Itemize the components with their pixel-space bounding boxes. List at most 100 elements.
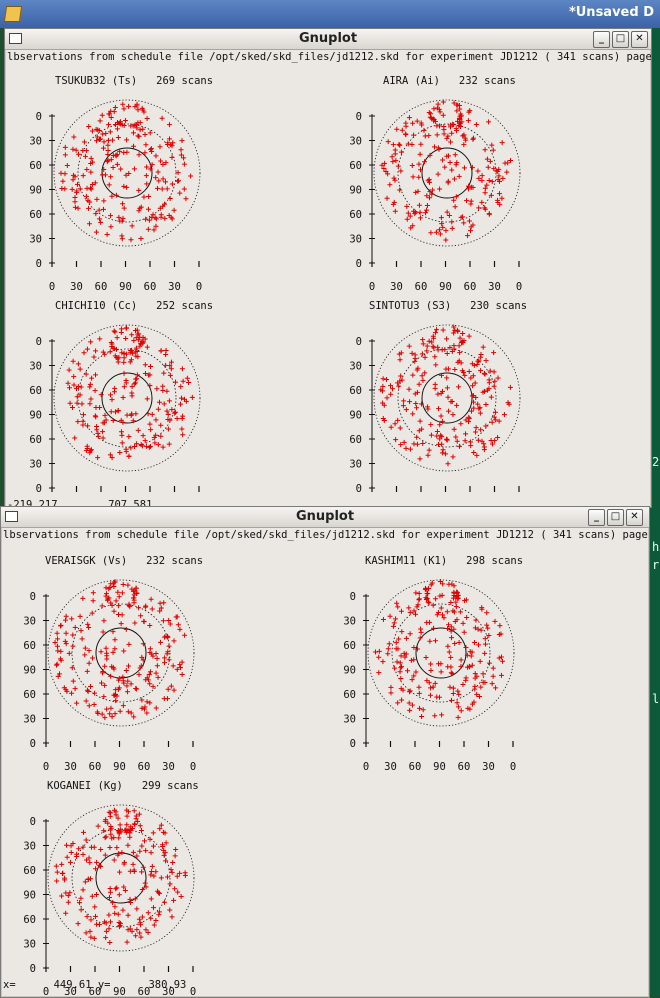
x-tick-label: 0: [190, 761, 196, 773]
y-tick-label: 30: [29, 361, 42, 373]
gnuplot-window-page-1[interactable]: Gnuplot _ □ ✕ lbservations from schedule…: [4, 28, 652, 508]
y-tick-label: 30: [349, 459, 362, 471]
observation-points: [379, 99, 514, 243]
background-window-title: *Unsaved D: [568, 5, 654, 20]
x-tick-label: 0: [43, 761, 49, 773]
y-tick-label: 30: [23, 616, 36, 628]
y-tick-label: 0: [36, 258, 42, 270]
y-tick-label: 30: [349, 136, 362, 148]
y-tick-label: 60: [349, 434, 362, 446]
window-menu-icon[interactable]: [5, 511, 18, 522]
y-tick-label: 60: [23, 865, 36, 877]
y-tick-label: 30: [343, 714, 356, 726]
horizon-circle: [373, 99, 521, 247]
skyplot: 0 30 60 90 60 30 0 0 30 60 90 60 30 0 KASHIM11 (K1) 2…: [341, 555, 541, 773]
elevation-30-circle: [397, 348, 497, 448]
x-tick-label: 30: [64, 761, 77, 773]
maximize-button[interactable]: □: [612, 31, 629, 48]
observation-points: [378, 324, 513, 467]
x-tick-label: 0: [43, 986, 49, 998]
x-tick-label: 0: [196, 281, 202, 293]
y-tick-label: 0: [350, 591, 356, 603]
close-button[interactable]: ✕: [631, 31, 648, 48]
y-tick-label: 60: [23, 689, 36, 701]
y-tick-label: 90: [349, 185, 362, 197]
background-text-fragment: rg: [652, 558, 660, 572]
y-tick-label: 0: [36, 483, 42, 495]
maximize-button[interactable]: □: [607, 509, 624, 526]
x-tick-label: 60: [138, 986, 151, 998]
x-tick-label: 60: [138, 761, 151, 773]
minimize-button[interactable]: _: [588, 509, 605, 526]
skyplot-title: VERAISGK (Vs) 232 scans: [45, 555, 204, 567]
horizon-circle: [47, 804, 195, 952]
x-tick-label: 30: [162, 761, 175, 773]
y-tick-label: 60: [23, 640, 36, 652]
y-tick-label: 90: [349, 410, 362, 422]
x-tick-label: 90: [113, 761, 126, 773]
window-titlebar[interactable]: Gnuplot _ □ ✕: [5, 29, 651, 50]
observation-points: [52, 579, 188, 721]
x-tick-label: 0: [190, 986, 196, 998]
y-tick-label: 0: [30, 963, 36, 975]
y-tick-label: 60: [343, 640, 356, 652]
elevation-60-circle: [101, 372, 153, 424]
skyplot: 0 30 60 90 60 30 0 0 30 60 90 60 30 0 TSUKUB32 (Ts) 2…: [27, 75, 227, 293]
y-tick-label: 0: [30, 816, 36, 828]
elevation-30-circle: [391, 603, 491, 703]
x-tick-label: 90: [113, 986, 126, 998]
elevation-60-circle: [415, 627, 467, 679]
x-tick-label: 30: [384, 761, 397, 773]
x-tick-label: 0: [510, 761, 516, 773]
window-menu-icon[interactable]: [9, 33, 22, 44]
y-tick-label: 30: [23, 714, 36, 726]
editor-app-icon: [3, 6, 23, 22]
elevation-60-circle: [421, 372, 473, 424]
x-tick-label: 60: [409, 761, 422, 773]
x-tick-label: 30: [390, 281, 403, 293]
minimize-button[interactable]: _: [593, 31, 610, 48]
x-tick-label: 60: [144, 281, 157, 293]
x-tick-label: 90: [433, 761, 446, 773]
y-tick-label: 0: [356, 111, 362, 123]
x-tick-label: 0: [363, 761, 369, 773]
x-tick-label: 0: [369, 281, 375, 293]
elevation-30-circle: [71, 603, 171, 703]
skyplot: 0 30 60 90 60 30 0 0 30 60 90 60 30 0 KOGANEI (Kg) 29…: [21, 780, 221, 997]
window-titlebar[interactable]: Gnuplot _ □ ✕: [1, 507, 649, 528]
x-tick-label: 30: [168, 281, 181, 293]
x-tick-label: 30: [70, 281, 83, 293]
background-window-titlebar[interactable]: *Unsaved D: [0, 0, 660, 28]
observation-points: [58, 101, 194, 243]
gnuplot-window-page-2[interactable]: Gnuplot _ □ ✕ lbservations from schedule…: [0, 506, 650, 998]
observation-points: [65, 325, 195, 461]
skyplot-title: SINTOTU3 (S3) 230 scans: [369, 300, 528, 312]
y-tick-label: 90: [23, 890, 36, 902]
skyplot-title: TSUKUB32 (Ts) 269 scans: [55, 75, 214, 87]
close-button[interactable]: ✕: [626, 509, 643, 526]
y-tick-label: 60: [29, 209, 42, 221]
elevation-60-circle: [421, 147, 473, 199]
x-tick-label: 30: [162, 986, 175, 998]
x-tick-label: 60: [89, 761, 102, 773]
skyplot: 0 30 60 90 60 30 0 0 30 60 90 60 30 0 VERAISGK (Vs) 2…: [21, 555, 221, 773]
y-tick-label: 60: [349, 209, 362, 221]
y-tick-label: 60: [349, 385, 362, 397]
y-tick-label: 30: [349, 234, 362, 246]
y-tick-label: 60: [29, 385, 42, 397]
y-tick-label: 0: [36, 336, 42, 348]
x-tick-label: 60: [415, 281, 428, 293]
elevation-30-circle: [77, 348, 177, 448]
skyplot: 0 30 60 90 60 30 0 0 30 60 90 60 30 0 AIRA (Ai) 232 s…: [347, 75, 547, 293]
x-tick-label: 90: [119, 281, 132, 293]
y-tick-label: 30: [23, 939, 36, 951]
coordinate-readout-partial: -219.217 707.581: [7, 499, 153, 508]
